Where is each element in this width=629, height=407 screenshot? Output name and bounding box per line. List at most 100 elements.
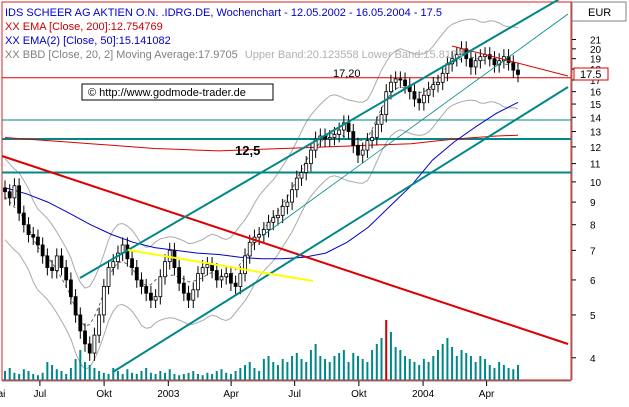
candle: [280, 198, 285, 224]
volume-bar: [300, 359, 303, 380]
candle: [31, 227, 36, 245]
candle: [229, 266, 233, 292]
candle-body: [290, 189, 294, 203]
candle-body: [516, 69, 520, 75]
volume-bar: [493, 368, 496, 380]
channel-lower-line: [112, 86, 569, 373]
candle: [224, 266, 229, 285]
candle: [478, 49, 483, 69]
volume-bars: [4, 320, 519, 380]
candle-body: [87, 343, 92, 354]
candle: [426, 81, 431, 104]
candle-body: [40, 244, 45, 257]
volume-bar: [74, 359, 77, 380]
candle-body: [257, 234, 262, 238]
candle: [83, 323, 87, 352]
candle: [516, 62, 520, 83]
upper-band-line: [4, 18, 519, 289]
x-tick-label: Okt: [96, 389, 112, 400]
volume-bar: [507, 368, 510, 380]
candle: [436, 74, 440, 93]
legend-bbd-label: XX BBD [Close, 20, 2] Moving Average:17.…: [5, 49, 238, 61]
volume-bar: [498, 362, 501, 380]
candle-body: [148, 292, 153, 301]
volume-bar: [272, 362, 275, 380]
y-tick-label: 8: [590, 221, 596, 232]
volume-bar: [41, 372, 44, 380]
legend-bbd-bands: Upper Band:20.123558 Lower Band:15.8174: [245, 49, 463, 61]
legend-ema200: XX EMA [Close, 200]:12.754769: [5, 21, 163, 33]
candle-body: [417, 98, 422, 104]
candle: [36, 229, 40, 253]
candle-body: [393, 78, 398, 83]
currency-label: EUR: [588, 7, 611, 19]
volume-bar: [211, 374, 214, 380]
candle: [417, 91, 422, 111]
volume-bar: [385, 320, 388, 380]
price-candles: [3, 41, 520, 361]
candle-body: [276, 214, 280, 219]
candle-body: [181, 282, 186, 294]
y-tick-label: 13: [590, 128, 602, 139]
candle: [101, 278, 106, 323]
volume-bar: [102, 372, 105, 380]
candle: [64, 260, 69, 288]
volume-bar: [164, 372, 167, 380]
volume-bar: [295, 353, 298, 380]
volume-bar: [356, 356, 359, 380]
candle: [134, 260, 139, 288]
volume-bar: [352, 353, 355, 380]
candle-body: [45, 255, 50, 268]
candle-body: [68, 279, 73, 298]
volume-bar: [187, 372, 190, 380]
volume-bar: [88, 365, 91, 380]
volume-bar: [65, 374, 68, 380]
candle: [351, 123, 356, 154]
y-tick-label: 20: [590, 45, 602, 56]
volume-bar: [380, 338, 383, 380]
descending-resistance-line: [1, 155, 569, 345]
volume-bar: [338, 353, 341, 380]
y-tick-label: 7: [590, 246, 596, 257]
candle-body: [403, 79, 407, 87]
volume-bar: [215, 371, 218, 380]
legend-bbd: XX BBD [Close, 20, 2] Moving Average:17.…: [5, 49, 463, 61]
volume-bar: [436, 350, 439, 380]
candle: [12, 178, 17, 206]
volume-bar: [281, 359, 284, 380]
volume-bar: [84, 362, 87, 380]
candle-body: [196, 273, 200, 291]
candle: [421, 87, 426, 111]
volume-bar: [55, 369, 58, 380]
candle-body: [31, 234, 36, 238]
candle: [54, 248, 59, 279]
candle: [59, 248, 64, 276]
y-tick-label: 17: [590, 76, 602, 87]
candle-body: [177, 267, 182, 284]
volume-bar: [361, 359, 364, 380]
volume-bar: [422, 359, 425, 380]
candle-body: [7, 191, 12, 199]
candle: [3, 180, 7, 200]
candle-body: [78, 314, 83, 332]
candle-body: [487, 54, 492, 60]
legend-ema50: XX EMA(2) [Close, 50]:15.141082: [5, 35, 171, 47]
candle-body: [186, 292, 191, 301]
volume-bar: [460, 350, 463, 380]
candle: [186, 285, 191, 309]
volume-bar: [455, 356, 458, 380]
current-price-marker: [573, 67, 609, 81]
volume-bar: [451, 347, 454, 380]
candle-body: [101, 286, 106, 316]
volume-bar: [427, 362, 430, 380]
candle-body: [285, 201, 290, 207]
candle: [200, 260, 205, 282]
candle-body: [163, 261, 167, 278]
x-tick-label: 2003: [157, 389, 180, 400]
candle-body: [97, 314, 102, 336]
volume-bar: [371, 350, 374, 380]
candle: [370, 129, 375, 149]
moving-averages: [4, 101, 519, 260]
candle: [87, 336, 92, 361]
